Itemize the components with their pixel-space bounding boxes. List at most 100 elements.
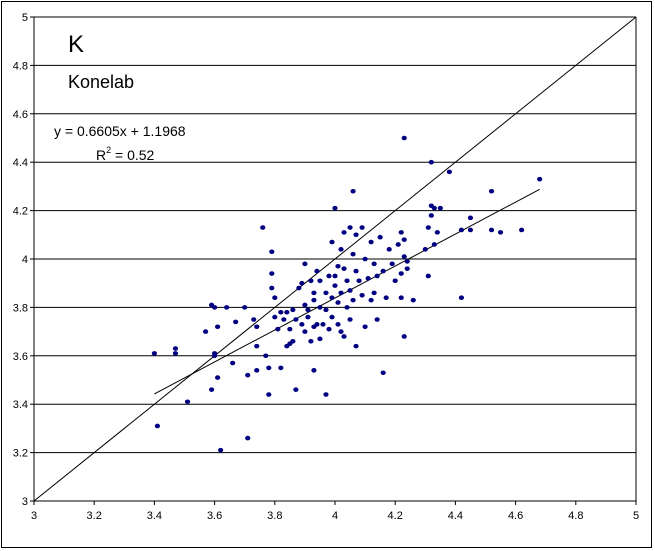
x-tick-label: 4.8	[568, 510, 583, 522]
data-point	[404, 259, 410, 264]
data-point	[368, 297, 374, 303]
data-point	[215, 375, 221, 380]
data-point	[359, 293, 365, 298]
data-point	[344, 305, 350, 310]
data-point	[299, 322, 305, 327]
data-point	[308, 338, 314, 344]
data-point	[302, 329, 308, 334]
data-point	[353, 343, 359, 349]
y-tick-label: 3.8	[13, 302, 28, 314]
r-squared-value: = 0.52	[111, 147, 154, 163]
data-point	[290, 338, 296, 344]
data-point	[287, 326, 293, 332]
data-point	[434, 230, 440, 235]
x-tick-label: 3	[31, 510, 37, 522]
data-point	[341, 334, 347, 339]
data-point	[374, 273, 380, 279]
data-point	[317, 336, 323, 342]
data-point	[305, 307, 311, 313]
data-point	[184, 399, 191, 405]
y-tick-label: 4.2	[13, 206, 28, 218]
data-point	[428, 213, 434, 218]
y-tick-label: 3.4	[13, 399, 28, 411]
x-tick-label: 5	[633, 510, 639, 522]
data-point	[362, 324, 368, 330]
data-point	[245, 372, 251, 378]
data-point	[311, 297, 317, 303]
data-point	[335, 300, 341, 305]
data-point	[326, 326, 332, 332]
data-point	[383, 295, 389, 301]
y-tick-label: 4.8	[13, 60, 28, 72]
data-point	[314, 322, 320, 327]
data-point	[371, 290, 377, 296]
data-point	[356, 278, 362, 284]
data-point	[401, 254, 407, 259]
data-point	[278, 309, 284, 315]
data-point	[230, 360, 236, 366]
y-tick-label: 3.6	[13, 351, 28, 363]
data-point	[437, 205, 443, 211]
x-tick-label: 3.2	[87, 510, 102, 522]
data-point	[320, 322, 326, 327]
data-points	[151, 135, 543, 453]
data-point	[215, 324, 221, 330]
data-point	[467, 215, 474, 221]
data-point	[341, 230, 347, 235]
data-point	[293, 317, 299, 322]
data-point	[266, 365, 272, 371]
identity-line	[33, 16, 637, 502]
data-point	[395, 242, 401, 247]
data-point	[154, 423, 161, 429]
data-point	[278, 365, 284, 371]
x-tick-label: 4.2	[388, 510, 403, 522]
data-point	[362, 256, 368, 262]
data-point	[305, 314, 311, 320]
data-point	[290, 307, 296, 313]
data-point	[431, 242, 437, 247]
data-point	[242, 305, 248, 310]
data-point	[332, 283, 338, 288]
trendline	[154, 188, 540, 395]
data-point	[293, 387, 299, 392]
r-squared-r: R	[96, 147, 106, 163]
data-point	[281, 317, 287, 322]
data-point	[398, 230, 404, 235]
data-point	[233, 319, 239, 325]
data-point	[488, 227, 495, 233]
data-point	[272, 295, 278, 301]
data-point	[284, 309, 290, 315]
data-point	[329, 239, 335, 245]
data-point	[410, 297, 416, 303]
data-point	[254, 343, 260, 349]
data-point	[335, 263, 341, 269]
data-point	[302, 302, 308, 308]
data-point	[401, 237, 407, 242]
y-tick-label: 4.6	[13, 109, 28, 121]
data-point	[467, 227, 474, 233]
data-point	[458, 227, 465, 233]
data-point	[266, 392, 272, 397]
data-point	[458, 295, 465, 301]
data-point	[537, 176, 543, 182]
data-point	[497, 230, 504, 235]
data-point	[371, 261, 377, 267]
data-point	[401, 334, 407, 339]
data-point	[263, 353, 269, 359]
data-point	[341, 266, 347, 271]
data-point	[269, 271, 275, 276]
data-point	[338, 329, 344, 334]
data-point	[347, 288, 353, 293]
reference-lines	[33, 16, 637, 502]
data-point	[311, 368, 317, 373]
x-tick-label: 3.4	[147, 510, 162, 522]
data-point	[202, 329, 209, 334]
axes: 3 3.2 3.4 3.6 3.8 4 4.2 4.4 4.6 4.8 5 3 3.2 3.4 3.6 3.8…	[13, 12, 639, 522]
data-point	[353, 268, 359, 274]
trend-equation: y = 0.6605x + 1.1968	[54, 123, 186, 139]
data-point	[344, 278, 350, 284]
data-point	[224, 305, 230, 310]
data-point	[254, 324, 260, 330]
data-point	[401, 135, 407, 141]
